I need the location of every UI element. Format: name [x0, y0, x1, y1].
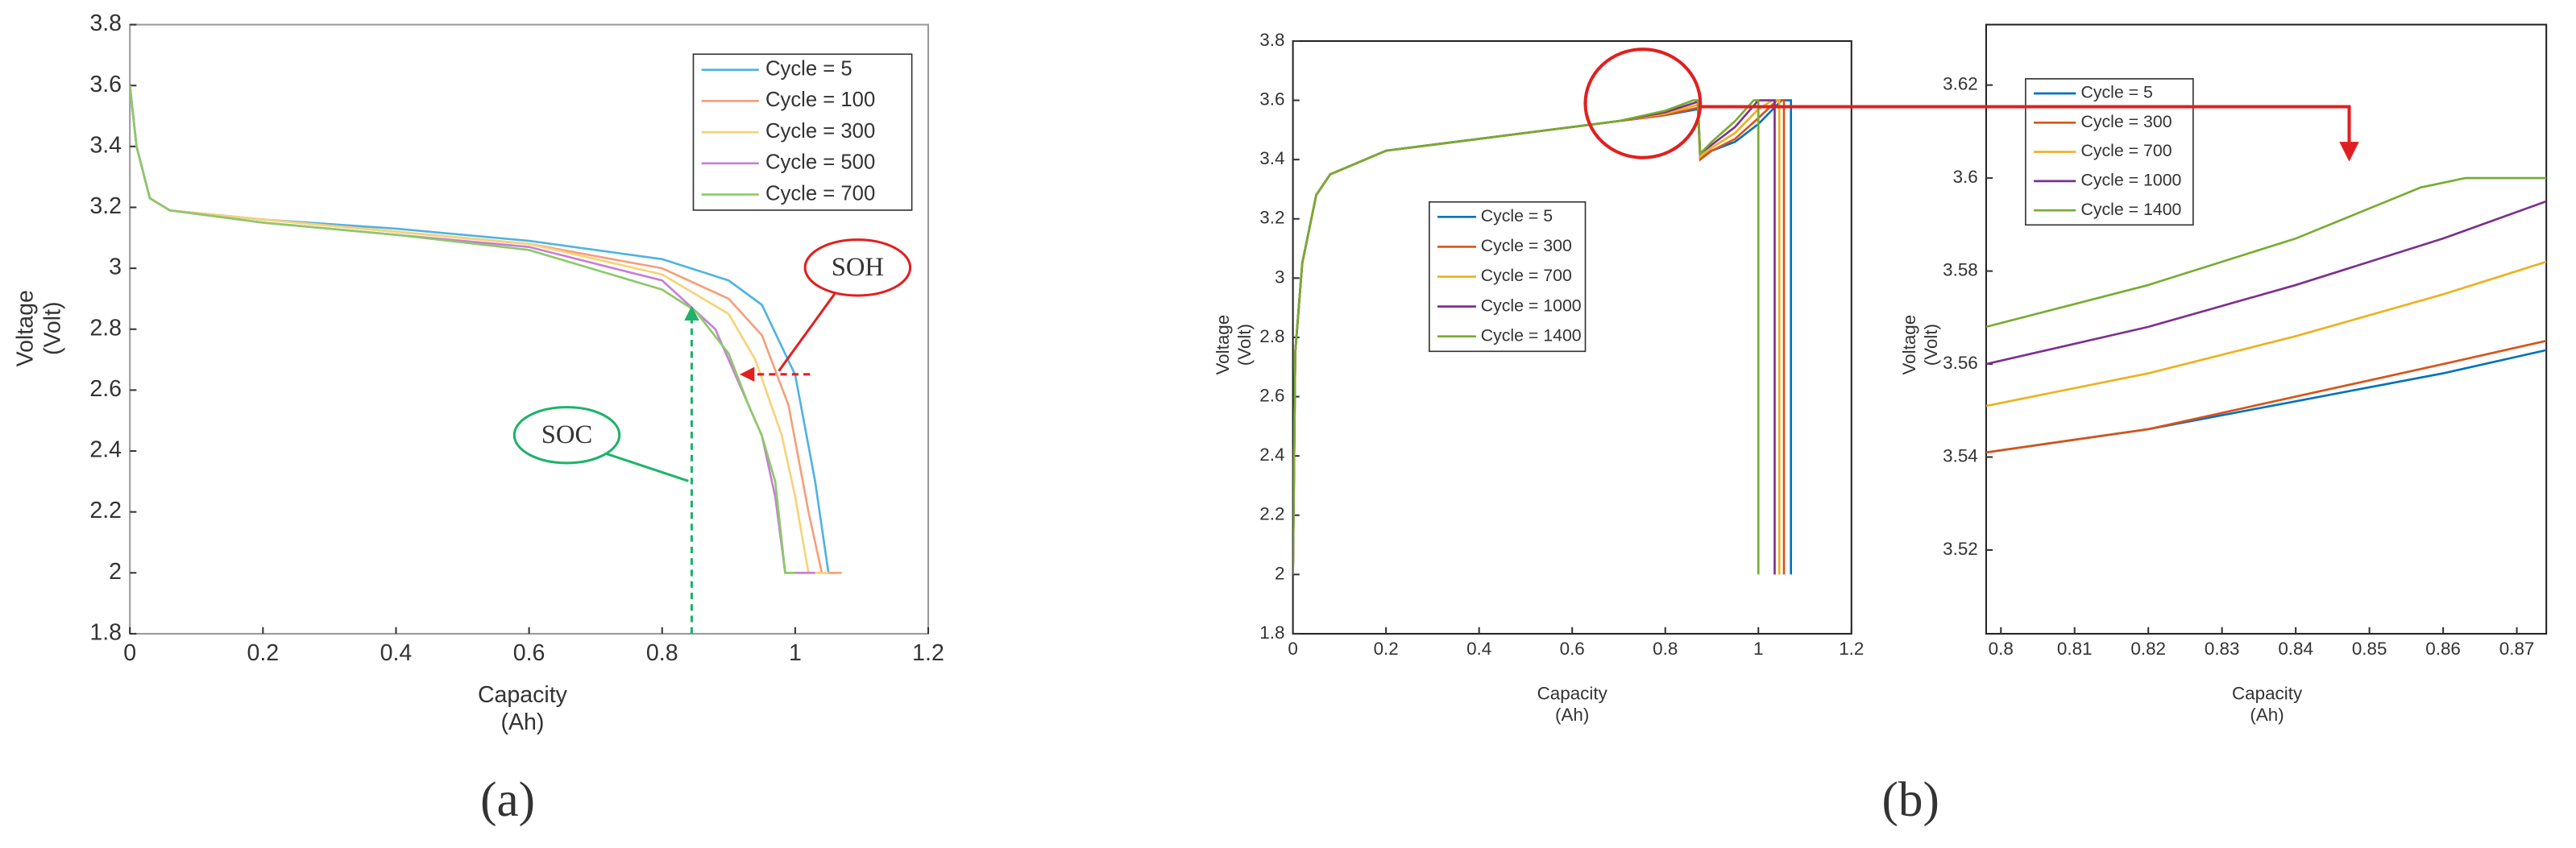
- soc-label: SOC: [541, 420, 592, 449]
- y-tick-label: 3.8: [1259, 30, 1284, 50]
- x-tick-label: 0: [123, 640, 136, 666]
- legend-label: Cycle = 500: [765, 151, 875, 174]
- x-axis-label: (Ah): [501, 709, 545, 735]
- y-axis-label: Voltage: [1899, 315, 1919, 375]
- y-tick-label: 2.4: [89, 437, 122, 463]
- y-tick-label: 3: [109, 254, 122, 280]
- series-line: [1292, 99, 1760, 575]
- annotations: SOH SOC: [512, 48, 2359, 634]
- legend-label: Cycle = 700: [1481, 266, 1572, 285]
- legend-label: Cycle = 5: [1481, 206, 1553, 225]
- y-tick-label: 3.6: [89, 72, 122, 97]
- soc-ellipse: [512, 406, 621, 465]
- x-tick-label: 0.2: [247, 640, 280, 666]
- soh-pointer: [778, 293, 836, 372]
- x-tick-label: 1.2: [912, 640, 944, 666]
- y-axis-label: (Volt): [40, 301, 66, 355]
- series-line: [1985, 339, 2547, 454]
- x-tick-label: 0.85: [2352, 639, 2387, 659]
- legend-label: Cycle = 700: [2081, 141, 2172, 160]
- x-tick-label: 0.84: [2278, 639, 2313, 659]
- x-tick-label: 0.4: [1466, 639, 1491, 659]
- series-line: [1985, 260, 2547, 407]
- y-tick-label: 2: [1275, 563, 1284, 583]
- y-axis-label: (Volt): [1234, 324, 1255, 366]
- x-tick-label: 0.6: [513, 640, 545, 666]
- y-tick-label: 3.8: [89, 10, 122, 36]
- legend-label: Cycle = 700: [765, 182, 875, 205]
- y-axis-label: Voltage: [12, 290, 38, 366]
- panel-label: (b): [1882, 772, 1939, 827]
- y-tick-label: 2.4: [1259, 445, 1284, 465]
- y-tick-label: 3.52: [1943, 539, 1978, 559]
- x-axis-label: Capacity: [478, 682, 568, 708]
- legend-label: Cycle = 1400: [1481, 325, 1582, 345]
- y-axis-label: (Volt): [1921, 324, 1941, 366]
- y-tick-label: 3.6: [1953, 167, 1978, 187]
- legend-label: Cycle = 5: [765, 57, 852, 80]
- y-tick-label: 3: [1275, 267, 1284, 287]
- y-tick-label: 2.2: [1259, 504, 1284, 524]
- soh-label: SOH: [832, 253, 884, 282]
- y-tick-label: 2.8: [1259, 326, 1284, 346]
- x-axis-label: (Ah): [2250, 705, 2284, 725]
- x-tick-label: 0.82: [2130, 639, 2166, 659]
- y-tick-label: 3.56: [1943, 353, 1978, 373]
- x-tick-label: 1.2: [1839, 639, 1864, 659]
- y-tick-label: 3.54: [1943, 445, 1978, 465]
- x-tick-label: 0.8: [1653, 639, 1678, 659]
- x-tick-label: 1: [789, 640, 802, 666]
- x-tick-label: 0.8: [1989, 639, 2014, 659]
- x-axis-label: Capacity: [2232, 683, 2303, 703]
- y-tick-label: 1.8: [1259, 623, 1284, 643]
- x-tick-label: 0.87: [2499, 639, 2535, 659]
- x-axis-label: Capacity: [1537, 683, 1608, 703]
- y-tick-label: 1.8: [89, 619, 122, 645]
- legend-label: Cycle = 5: [2081, 83, 2153, 102]
- y-tick-label: 3.4: [1259, 148, 1284, 168]
- x-axis-label: (Ah): [1555, 705, 1589, 725]
- x-tick-label: 0.86: [2425, 639, 2461, 659]
- y-tick-label: 3.4: [89, 132, 122, 158]
- series-line: [1985, 176, 2547, 329]
- y-axis-label: Voltage: [1213, 315, 1233, 375]
- legend-label: Cycle = 1000: [2081, 170, 2182, 189]
- soc-pointer: [604, 452, 689, 482]
- legend-label: Cycle = 300: [765, 120, 875, 143]
- x-tick-label: 0.8: [646, 640, 678, 666]
- x-tick-label: 0.6: [1560, 639, 1585, 659]
- legend-label: Cycle = 100: [765, 89, 875, 111]
- series-line: [130, 85, 795, 574]
- legend-label: Cycle = 300: [1481, 236, 1572, 255]
- legend-box: [692, 53, 913, 211]
- y-tick-label: 2.2: [89, 498, 122, 523]
- y-tick-label: 3.2: [89, 193, 122, 219]
- y-tick-label: 3.62: [1943, 74, 1978, 94]
- x-tick-label: 0.4: [380, 640, 413, 666]
- y-tick-label: 2.6: [89, 376, 122, 402]
- panel-label: (a): [480, 772, 535, 827]
- x-tick-label: 0.81: [2057, 639, 2093, 659]
- x-tick-label: 0.2: [1374, 639, 1399, 659]
- y-tick-label: 2.6: [1259, 385, 1284, 405]
- y-tick-label: 3.58: [1943, 260, 1978, 280]
- legend-label: Cycle = 300: [2081, 112, 2172, 131]
- zoom-circle: [1583, 48, 1703, 159]
- x-tick-label: 0.83: [2205, 639, 2240, 659]
- x-tick-label: 0: [1288, 639, 1297, 659]
- y-tick-label: 3.2: [1259, 208, 1284, 228]
- zoom-arrow: [1700, 105, 2359, 162]
- y-tick-label: 2: [109, 559, 122, 585]
- legend-label: Cycle = 1400: [2081, 200, 2182, 219]
- legend-label: Cycle = 1000: [1481, 296, 1582, 315]
- soh-ellipse: [803, 238, 912, 297]
- series-line: [1985, 200, 2547, 366]
- y-tick-label: 3.6: [1259, 89, 1284, 109]
- x-tick-label: 1: [1753, 639, 1763, 659]
- y-tick-label: 2.8: [89, 315, 122, 341]
